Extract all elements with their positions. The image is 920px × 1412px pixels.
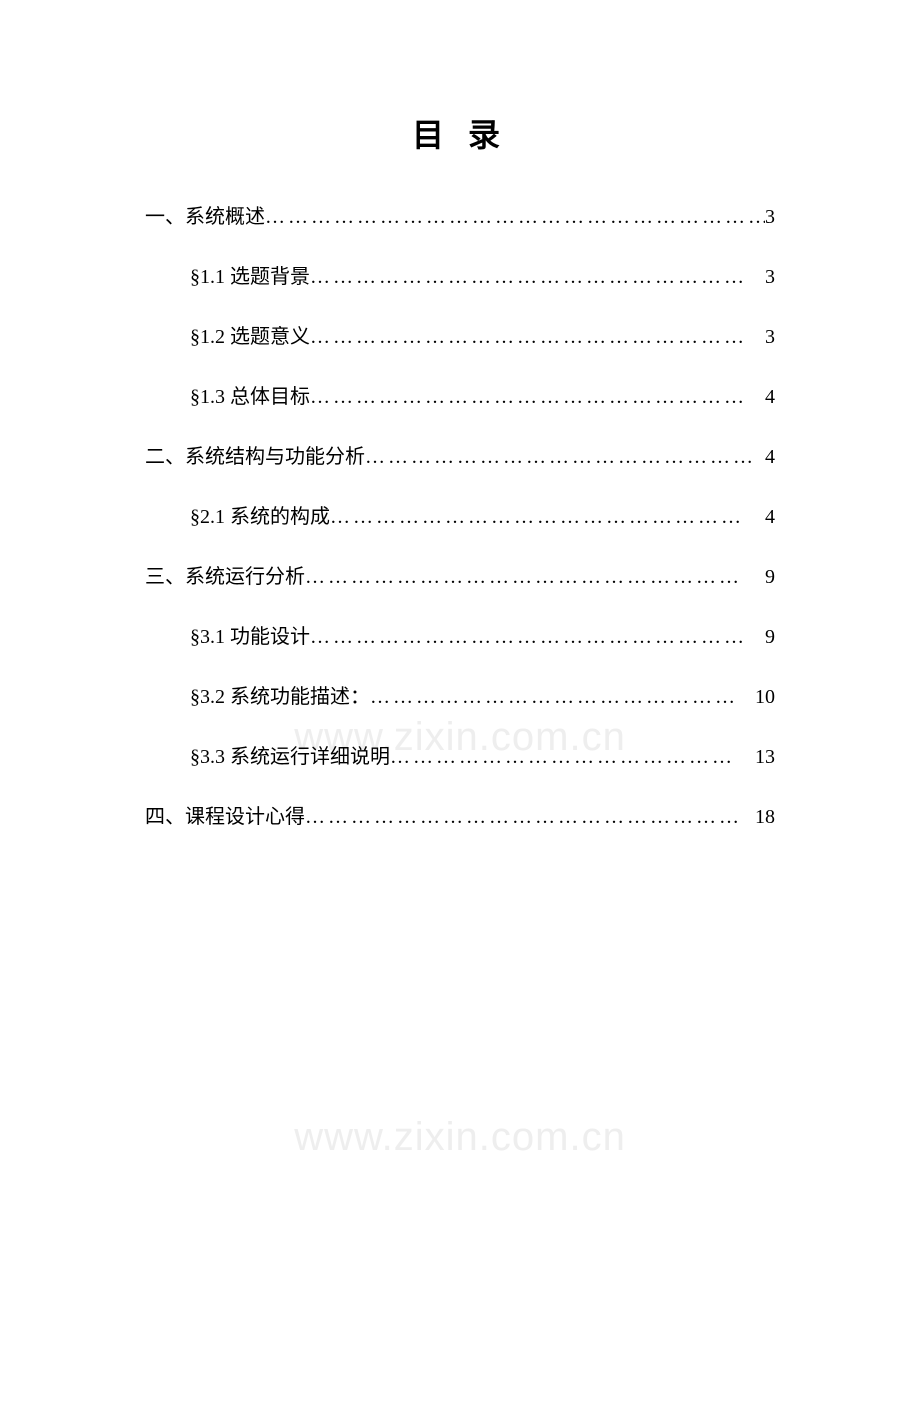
toc-entry: 四、课程设计心得 ………………………………………………… 18 <box>145 801 775 833</box>
toc-entry: §3.1 功能设计 ………………………………………………… 9 <box>145 621 775 653</box>
toc-entry-page: 9 <box>765 561 775 593</box>
toc-dots: ……………………………………………… <box>330 501 765 533</box>
toc-entry: §3.2 系统功能描述： ………………………………………… 10 <box>145 681 775 713</box>
table-of-contents: 一、系统概述 ………………………………………………………… 3 §1.1 选题背… <box>0 201 920 833</box>
toc-entry-label: §3.1 功能设计 <box>190 621 310 653</box>
toc-entry-page: 4 <box>765 381 775 413</box>
toc-entry: 三、系统运行分析 ………………………………………………… 9 <box>145 561 775 593</box>
toc-dots: …………………………………………… <box>365 441 765 473</box>
toc-dots: ………………………………………………… <box>310 261 765 293</box>
toc-entry: 一、系统概述 ………………………………………………………… 3 <box>145 201 775 233</box>
toc-entry-page: 10 <box>755 681 775 713</box>
toc-entry: §2.1 系统的构成 ……………………………………………… 4 <box>145 501 775 533</box>
toc-dots: ………………………………………… <box>370 681 755 713</box>
toc-entry-label: 一、系统概述 <box>145 201 265 233</box>
toc-entry-label: 三、系统运行分析 <box>145 561 305 593</box>
toc-entry-label: 四、课程设计心得 <box>145 801 305 833</box>
toc-entry-page: 3 <box>765 261 775 293</box>
page-title: 目 录 <box>0 110 920 156</box>
toc-entry-page: 13 <box>755 741 775 773</box>
toc-entry-page: 3 <box>765 321 775 353</box>
toc-entry: §1.2 选题意义 ………………………………………………… 3 <box>145 321 775 353</box>
toc-dots: ………………………………………………… <box>310 621 765 653</box>
toc-entry-page: 9 <box>765 621 775 653</box>
toc-entry-label: 二、系统结构与功能分析 <box>145 441 365 473</box>
toc-dots: ………………………………………………… <box>310 321 765 353</box>
toc-entry-page: 18 <box>755 801 775 833</box>
toc-entry-label: §1.3 总体目标 <box>190 381 310 413</box>
watermark-text: www.zixin.com.cn <box>294 1115 626 1160</box>
toc-entry-label: §1.2 选题意义 <box>190 321 310 353</box>
toc-dots: ………………………………………………… <box>310 381 765 413</box>
toc-entry: §1.3 总体目标 ………………………………………………… 4 <box>145 381 775 413</box>
toc-entry-label: §2.1 系统的构成 <box>190 501 330 533</box>
toc-entry: 二、系统结构与功能分析 …………………………………………… 4 <box>145 441 775 473</box>
toc-dots: ………………………………………………… <box>305 561 765 593</box>
toc-entry-label: §3.2 系统功能描述： <box>190 681 370 713</box>
toc-entry: §1.1 选题背景 ………………………………………………… 3 <box>145 261 775 293</box>
toc-dots: ………………………………………………… <box>305 801 755 833</box>
toc-dots: ……………………………………… <box>390 741 755 773</box>
toc-entry-page: 3 <box>765 201 775 233</box>
toc-entry-page: 4 <box>765 441 775 473</box>
toc-entry-page: 4 <box>765 501 775 533</box>
toc-entry-label: §1.1 选题背景 <box>190 261 310 293</box>
toc-entry-label: §3.3 系统运行详细说明 <box>190 741 390 773</box>
toc-entry: §3.3 系统运行详细说明 ……………………………………… 13 <box>145 741 775 773</box>
toc-dots: ………………………………………………………… <box>265 201 765 233</box>
